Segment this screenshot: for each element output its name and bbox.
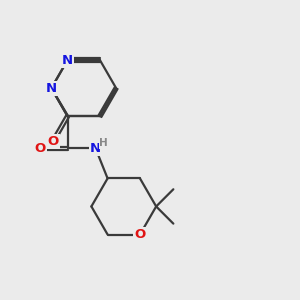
Text: O: O [134, 228, 146, 241]
Text: N: N [46, 82, 57, 95]
Text: H: H [99, 138, 108, 148]
Text: N: N [62, 54, 73, 67]
Text: O: O [35, 142, 46, 155]
Text: N: N [90, 142, 101, 155]
Text: O: O [47, 135, 58, 148]
